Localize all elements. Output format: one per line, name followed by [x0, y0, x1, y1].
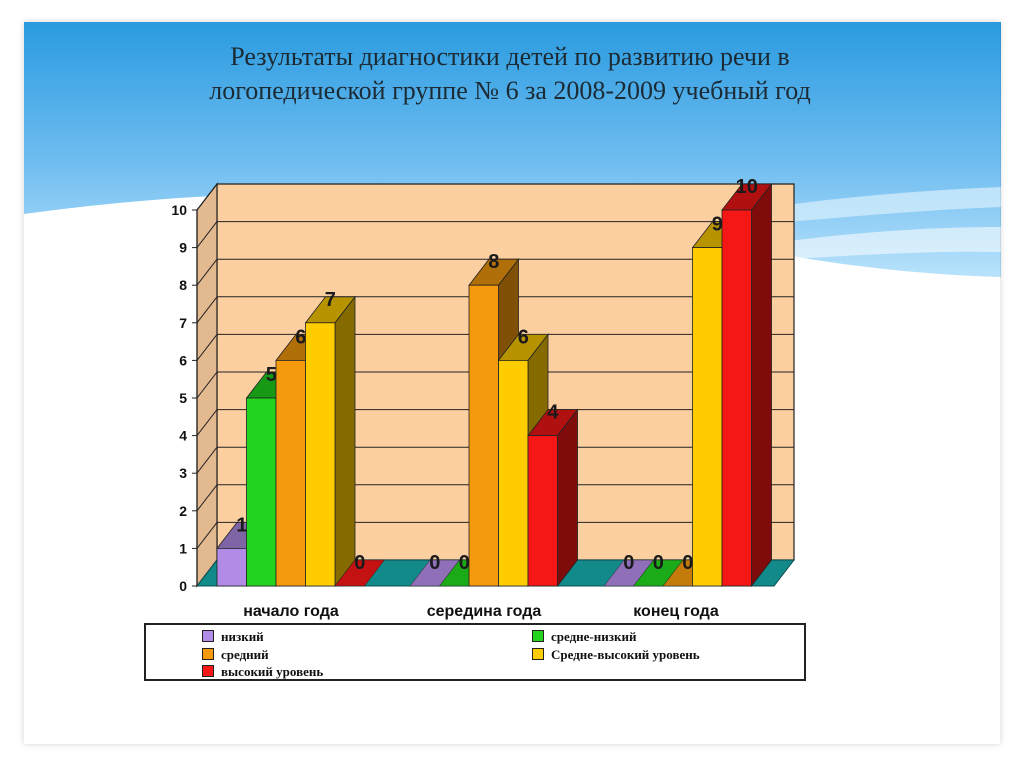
data-label: 9: [712, 214, 723, 236]
data-label: 0: [429, 552, 440, 574]
data-label: 10: [736, 176, 758, 198]
data-label: 5: [266, 364, 277, 386]
gridline-side: [196, 484, 218, 512]
bar: [692, 247, 723, 587]
data-label: 6: [518, 326, 529, 348]
gridline-side: [196, 296, 218, 324]
data-label: 0: [459, 552, 470, 574]
chart-legend: низкий средне-низкий средний Средне-высо…: [144, 623, 806, 681]
gridline-side: [196, 446, 218, 474]
gridline-side: [196, 522, 218, 549]
data-label: 0: [354, 552, 365, 574]
data-label: 6: [295, 326, 306, 348]
y-tick-label: 2: [179, 503, 187, 519]
y-tick-label: 8: [179, 277, 187, 293]
legend-item-sredniy: средний: [202, 647, 269, 663]
legend-swatch: [202, 648, 214, 660]
data-label: 7: [325, 289, 336, 311]
bar: [305, 322, 336, 587]
legend-item-sredne-vysokiy: Средне-высокий уровень: [532, 647, 700, 663]
gridline-side: [196, 409, 218, 436]
data-label: 0: [653, 552, 664, 574]
data-label: 0: [623, 552, 634, 574]
legend-item-vysokiy: высокий уровень: [202, 664, 323, 680]
legend-item-sredne-nizkiy: средне-низкий: [532, 629, 636, 645]
y-tick-label: 5: [179, 390, 187, 406]
gridline-side: [196, 183, 218, 211]
bar: [527, 435, 558, 587]
bar-side: [557, 408, 578, 588]
bar-side: [334, 295, 356, 588]
data-label: 0: [682, 552, 693, 574]
y-tick-label: 3: [179, 465, 187, 481]
data-label: 1: [236, 514, 247, 536]
slide-title: Результаты диагностики детей по развитию…: [70, 40, 950, 108]
bar: [216, 548, 247, 587]
bar: [498, 359, 529, 587]
legend-item-nizkiy: низкий: [202, 629, 264, 645]
y-tick-label: 1: [179, 540, 187, 556]
gridline-side: [196, 371, 218, 399]
bar: [721, 209, 752, 587]
gridline-side: [196, 221, 218, 248]
legend-swatch: [202, 630, 214, 642]
bar-side: [751, 182, 772, 588]
y-tick-label: 0: [179, 578, 187, 594]
bar: [468, 284, 499, 587]
y-tick-label: 6: [179, 352, 187, 368]
y-tick-label: 7: [179, 315, 187, 331]
bar: [275, 359, 306, 587]
data-label: 8: [488, 251, 499, 273]
legend-swatch: [202, 665, 214, 677]
title-line-2: логопедической группе № 6 за 2008-2009 у…: [209, 76, 811, 105]
bar-zero: [334, 559, 386, 587]
y-tick-label: 10: [171, 202, 187, 218]
x-tick-label: середина года: [427, 603, 542, 620]
legend-swatch: [532, 630, 544, 642]
x-tick-label: конец года: [633, 603, 719, 620]
y-tick-label: 4: [179, 428, 187, 444]
y-tick-label: 9: [179, 240, 187, 256]
bar: [246, 397, 277, 587]
title-line-1: Результаты диагностики детей по развитию…: [230, 42, 790, 71]
legend-swatch: [532, 648, 544, 660]
data-label: 4: [547, 402, 559, 424]
x-tick-label: начало года: [243, 603, 339, 620]
gridline-side: [196, 334, 218, 361]
gridline-side: [196, 258, 218, 286]
